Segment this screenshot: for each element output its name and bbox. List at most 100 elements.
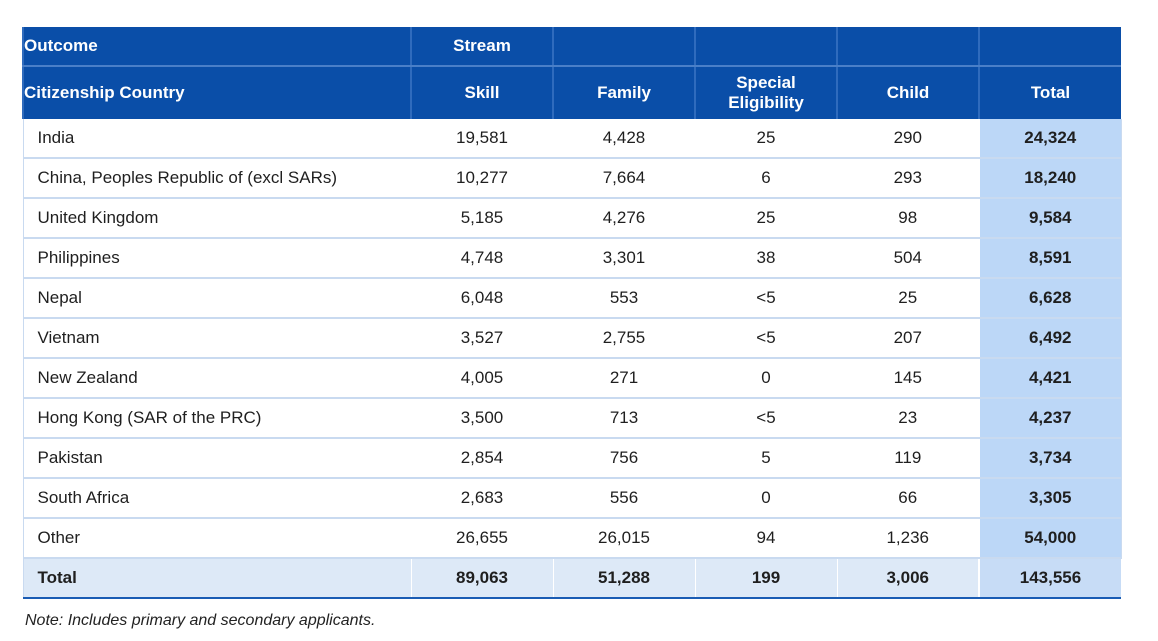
cell-child: 66 — [836, 478, 979, 519]
cell-family: 3,301 — [552, 238, 695, 279]
table-row: Hong Kong (SAR of the PRC) 3,500 713 <5 23 4,… — [22, 398, 1122, 439]
cell-country: Hong Kong (SAR of the PRC) — [22, 398, 411, 439]
cell-skill: 4,005 — [410, 358, 553, 399]
cell-special: 5 — [694, 438, 837, 479]
header-skill: Skill — [410, 66, 553, 119]
cell-child: 504 — [836, 238, 979, 279]
header-blank-1 — [552, 27, 695, 67]
header-blank-2 — [694, 27, 837, 67]
table-row: United Kingdom 5,185 4,276 25 98 9,584 — [22, 198, 1122, 239]
cell-special: 25 — [694, 119, 837, 159]
cell-total: 6,492 — [978, 318, 1122, 359]
table-row: India 19,581 4,428 25 290 24,324 — [22, 119, 1122, 159]
cell-family: 2,755 — [552, 318, 695, 359]
data-table-container: Outcome Stream Citizenship Country Skill… — [22, 27, 1122, 599]
table-row: Other 26,655 26,015 94 1,236 54,000 — [22, 518, 1122, 559]
table-total-row: Total 89,063 51,288 199 3,006 143,556 — [22, 557, 1121, 599]
cell-child: 1,236 — [836, 518, 979, 559]
cell-family: 7,664 — [552, 158, 695, 199]
cell-child: 25 — [836, 278, 979, 319]
cell-family: 4,276 — [552, 198, 695, 239]
cell-country: Philippines — [22, 238, 411, 279]
cell-special: 6 — [694, 158, 837, 199]
cell-family: 713 — [552, 398, 695, 439]
header-citizenship-country: Citizenship Country — [22, 66, 411, 119]
cell-country: Nepal — [22, 278, 411, 319]
table-row: Vietnam 3,527 2,755 <5 207 6,492 — [22, 318, 1122, 359]
table-body: India 19,581 4,428 25 290 24,324 China, People… — [22, 119, 1122, 599]
cell-total: 3,305 — [978, 478, 1122, 519]
cell-child: 293 — [836, 158, 979, 199]
cell-country: United Kingdom — [22, 198, 411, 239]
cell-skill: 2,854 — [410, 438, 553, 479]
cell-skill: 2,683 — [410, 478, 553, 519]
cell-child: 290 — [836, 119, 979, 159]
cell-total: 24,324 — [978, 119, 1122, 159]
cell-special: 38 — [694, 238, 837, 279]
total-cell-skill: 89,063 — [410, 557, 553, 599]
cell-family: 553 — [552, 278, 695, 319]
cell-special: <5 — [694, 398, 837, 439]
total-cell-total: 143,556 — [978, 557, 1121, 599]
cell-total: 4,237 — [978, 398, 1122, 439]
cell-skill: 19,581 — [410, 119, 553, 159]
cell-special: 0 — [694, 478, 837, 519]
cell-family: 756 — [552, 438, 695, 479]
total-cell-family: 51,288 — [552, 557, 695, 599]
table-row: South Africa 2,683 556 0 66 3,305 — [22, 478, 1122, 519]
cell-special: 0 — [694, 358, 837, 399]
cell-special: <5 — [694, 278, 837, 319]
cell-country: South Africa — [22, 478, 411, 519]
cell-country: Pakistan — [22, 438, 411, 479]
cell-special: <5 — [694, 318, 837, 359]
cell-family: 271 — [552, 358, 695, 399]
table-row: Pakistan 2,854 756 5 119 3,734 — [22, 438, 1122, 479]
cell-special: 94 — [694, 518, 837, 559]
cell-country: New Zealand — [22, 358, 411, 399]
total-cell-country: Total — [22, 557, 411, 599]
header-child: Child — [836, 66, 979, 119]
cell-child: 119 — [836, 438, 979, 479]
cell-country: China, Peoples Republic of (excl SARs) — [22, 158, 411, 199]
header-row-outcome: Outcome Stream — [22, 27, 1121, 67]
cell-special: 25 — [694, 198, 837, 239]
cell-skill: 5,185 — [410, 198, 553, 239]
cell-family: 556 — [552, 478, 695, 519]
cell-total: 4,421 — [978, 358, 1122, 399]
header-outcome: Outcome — [22, 27, 411, 67]
total-cell-child: 3,006 — [836, 557, 979, 599]
total-cell-special: 199 — [694, 557, 837, 599]
cell-child: 207 — [836, 318, 979, 359]
cell-child: 98 — [836, 198, 979, 239]
cell-skill: 26,655 — [410, 518, 553, 559]
cell-skill: 6,048 — [410, 278, 553, 319]
header-blank-3 — [836, 27, 979, 67]
cell-family: 26,015 — [552, 518, 695, 559]
table-row: China, Peoples Republic of (excl SARs) 10… — [22, 158, 1122, 199]
cell-total: 6,628 — [978, 278, 1122, 319]
cell-child: 145 — [836, 358, 979, 399]
cell-family: 4,428 — [552, 119, 695, 159]
cell-skill: 3,500 — [410, 398, 553, 439]
header-special-eligibility: Special Eligibility — [694, 66, 837, 119]
header-blank-4 — [978, 27, 1121, 67]
table-row: Philippines 4,748 3,301 38 504 8,591 — [22, 238, 1122, 279]
table-row: Nepal 6,048 553 <5 25 6,628 — [22, 278, 1122, 319]
cell-total: 54,000 — [978, 518, 1122, 559]
header-family: Family — [552, 66, 695, 119]
cell-total: 3,734 — [978, 438, 1122, 479]
table-note: Note: Includes primary and secondary app… — [25, 612, 376, 629]
cell-total: 8,591 — [978, 238, 1122, 279]
cell-country: Vietnam — [22, 318, 411, 359]
header-total: Total — [978, 66, 1121, 119]
cell-child: 23 — [836, 398, 979, 439]
citizenship-stream-table: Outcome Stream Citizenship Country Skill… — [22, 27, 1122, 599]
cell-country: Other — [22, 518, 411, 559]
cell-country: India — [22, 119, 411, 159]
cell-total: 9,584 — [978, 198, 1122, 239]
header-row-columns: Citizenship Country Skill Family Special… — [22, 66, 1121, 119]
cell-skill: 10,277 — [410, 158, 553, 199]
header-stream: Stream — [410, 27, 553, 67]
cell-total: 18,240 — [978, 158, 1122, 199]
cell-skill: 3,527 — [410, 318, 553, 359]
